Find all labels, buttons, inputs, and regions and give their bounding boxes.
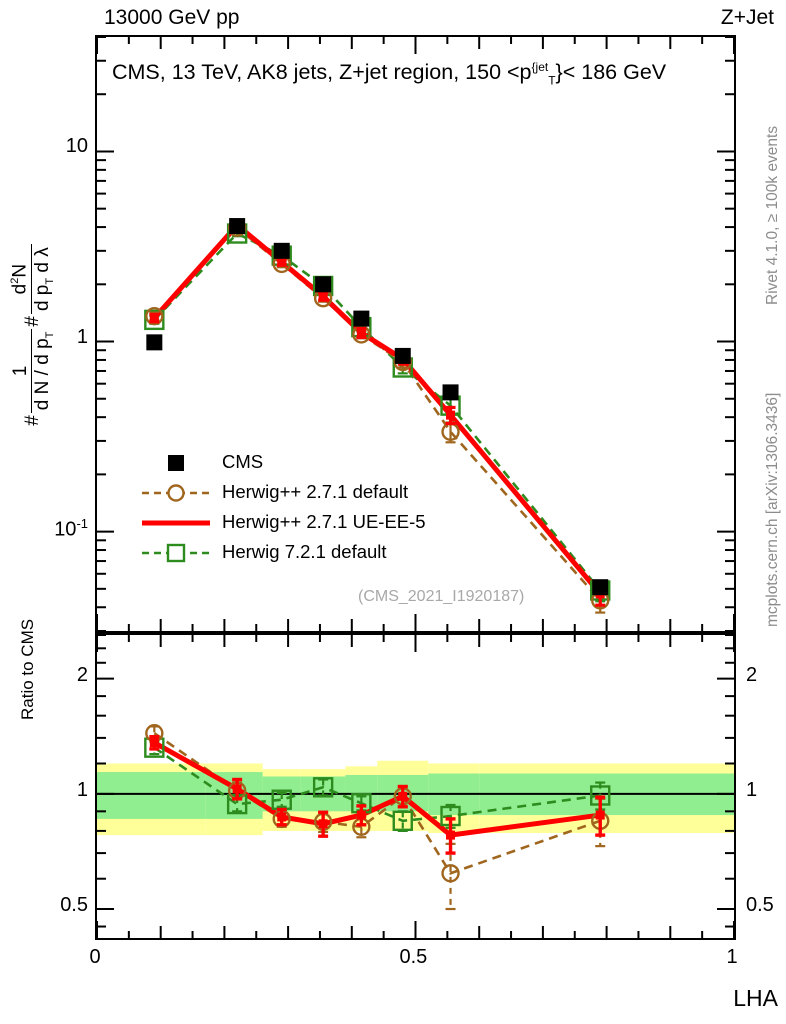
rivet-version-note: Rivet 4.1.0, ≥ 100k events — [764, 125, 781, 305]
ratio-data-point — [595, 810, 605, 820]
legend-key-open-circle — [140, 482, 212, 502]
legend-label: Herwig++ 2.7.1 default — [222, 481, 409, 502]
legend-symbol — [142, 520, 210, 526]
data-point — [149, 313, 159, 323]
legend-item-1[interactable]: Herwig++ 2.7.1 default — [140, 477, 426, 507]
data-point — [318, 291, 328, 301]
main-plot-canvas — [97, 37, 734, 631]
analysis-id-watermark: (CMS_2021_I1920187) — [358, 588, 525, 605]
x-tick-label-0: 0 — [89, 946, 101, 968]
legend-label: Herwig++ 2.7.1 UE-EE-5 — [222, 511, 426, 532]
y-label-hash2: # — [22, 316, 43, 327]
ratio-data-point — [318, 819, 328, 829]
legend-label: CMS — [222, 451, 264, 472]
data-point — [146, 334, 163, 351]
ratio-y-tick-label-left-1: 1 — [76, 778, 88, 801]
ratio-data-point — [277, 812, 287, 822]
ratio-data-point — [398, 791, 408, 801]
series-line-3 — [153, 231, 602, 592]
legend-item-2[interactable]: Herwig++ 2.7.1 UE-EE-5 — [140, 507, 426, 537]
data-point — [315, 276, 332, 293]
legend-symbol — [168, 455, 184, 471]
legend-label: Herwig 7.2.1 default — [222, 541, 387, 562]
ratio-data-point — [446, 830, 456, 840]
x-axis-title: LHA — [733, 985, 778, 1011]
x-tick-label-2: 1 — [726, 946, 738, 968]
legend-key-open-square — [140, 542, 212, 563]
y-label-fraction-2: d2N d pT d λ — [9, 244, 56, 315]
data-point — [277, 257, 287, 267]
data-point — [229, 218, 246, 235]
ratio-y-tick-label-left-2: 0.5 — [60, 894, 88, 917]
process-label: Z+Jet — [720, 6, 774, 29]
legend-symbol — [142, 484, 210, 502]
ratio-data-point — [392, 810, 413, 832]
data-point — [446, 410, 456, 420]
main-plot-panel — [95, 35, 736, 633]
legend-marker — [166, 543, 186, 563]
data-point — [353, 310, 370, 327]
x-tick-label-1: 0.5 — [399, 946, 428, 968]
ratio-data-point — [441, 864, 460, 883]
ratio-y-tick-label-right-1: 1 — [746, 778, 758, 801]
ratio-data-point — [312, 777, 334, 798]
data-point — [145, 306, 164, 326]
ratio-y-axis-label: Ratio to CMS — [18, 618, 37, 720]
ratio-plot-canvas — [97, 635, 734, 938]
main-y-tick-label-1: 1 — [76, 325, 88, 348]
ratio-data-point — [149, 738, 159, 748]
y-label-fraction-1: 1 d N / d pT — [10, 328, 56, 414]
uncertainty-band-inner — [97, 772, 206, 819]
data-point — [356, 328, 366, 338]
legend-item-3[interactable]: Herwig 7.2.1 default — [140, 537, 426, 567]
ratio-data-point — [232, 784, 242, 794]
mcplots-reference-note: mcplots.cern.ch [arXiv:1306.3436] — [764, 392, 781, 627]
ratio-y-tick-label-right-2: 0.5 — [746, 894, 774, 917]
plot-title: CMS, 13 TeV, AK8 jets, Z+jet region, 150… — [112, 60, 667, 88]
main-y-tick-label-0: 10 — [65, 135, 88, 158]
data-point — [144, 309, 165, 331]
ratio-plot-panel — [95, 633, 736, 940]
legend: CMS Herwig++ 2.7.1 default Herwig++ 2.7.1 … — [140, 447, 426, 567]
beam-energy-label: 13000 GeV pp — [104, 6, 240, 29]
ratio-y-tick-label-left-0: 2 — [76, 663, 88, 686]
legend-key-none — [140, 512, 212, 532]
legend-marker — [167, 484, 185, 502]
legend-item-0[interactable]: CMS — [140, 447, 426, 477]
y-axis-label: # 1 d N / d pT # d2N d pT d λ — [2, 36, 64, 632]
ratio-data-point — [356, 810, 366, 820]
legend-key-filled-square — [140, 452, 212, 472]
y-label-hash1: # — [22, 415, 43, 426]
data-point — [273, 242, 290, 259]
data-point — [442, 384, 459, 401]
main-y-tick-label-2: 10-1 — [54, 515, 88, 541]
ratio-y-tick-label-right-0: 2 — [746, 663, 758, 686]
legend-marker — [168, 455, 184, 471]
data-point — [394, 347, 411, 364]
data-point — [592, 579, 609, 596]
legend-symbol — [142, 543, 210, 563]
ratio-series-line-2 — [153, 746, 601, 823]
